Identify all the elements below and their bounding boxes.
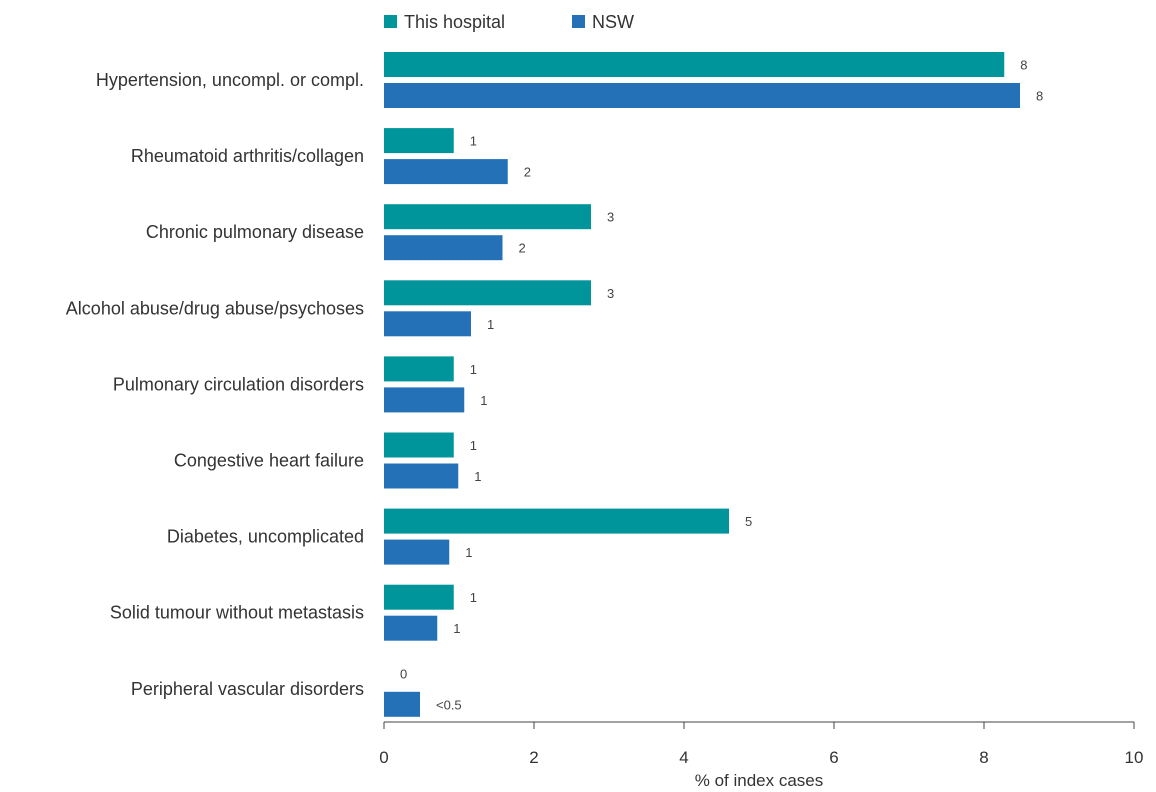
x-axis: 0 2 4 6 8 10 bbox=[379, 721, 1144, 767]
data-label: 1 bbox=[470, 438, 477, 453]
bar bbox=[384, 311, 471, 337]
bar bbox=[384, 159, 508, 185]
data-label: 1 bbox=[480, 393, 487, 408]
bar bbox=[384, 615, 438, 641]
data-label: 1 bbox=[453, 621, 460, 636]
bar bbox=[384, 691, 420, 717]
category-label: Alcohol abuse/drug abuse/psychoses bbox=[66, 298, 364, 318]
data-label: 3 bbox=[607, 210, 614, 225]
data-label: 1 bbox=[470, 590, 477, 605]
x-tick-label: 0 bbox=[379, 748, 388, 767]
bar bbox=[384, 128, 454, 154]
data-label: 1 bbox=[474, 469, 481, 484]
data-label: 2 bbox=[524, 165, 531, 180]
x-tick-label: 6 bbox=[829, 748, 838, 767]
bar bbox=[384, 356, 454, 382]
category-label: Peripheral vascular disorders bbox=[131, 679, 364, 699]
bar bbox=[384, 463, 459, 489]
data-label: 8 bbox=[1020, 58, 1027, 73]
legend: This hospital NSW bbox=[384, 12, 634, 32]
category-label: Diabetes, uncomplicated bbox=[167, 527, 364, 547]
bar bbox=[384, 280, 591, 306]
data-label: 3 bbox=[607, 286, 614, 301]
category-label: Rheumatoid arthritis/collagen bbox=[131, 146, 364, 166]
x-tick-label: 10 bbox=[1125, 748, 1144, 767]
bar bbox=[384, 432, 454, 458]
data-label: 2 bbox=[519, 241, 526, 256]
bar bbox=[384, 387, 465, 413]
bar bbox=[384, 204, 591, 230]
data-label: 5 bbox=[745, 514, 752, 529]
data-label: <0.5 bbox=[436, 697, 462, 712]
legend-label: NSW bbox=[592, 12, 634, 32]
category-label: Hypertension, uncompl. or compl. bbox=[96, 70, 364, 90]
x-tick-label: 8 bbox=[979, 748, 988, 767]
bar bbox=[384, 235, 503, 261]
legend-swatch bbox=[384, 15, 397, 28]
category-label: Solid tumour without metastasis bbox=[110, 603, 364, 623]
bar bbox=[384, 83, 1020, 108]
category-label: Congestive heart failure bbox=[174, 451, 364, 471]
x-axis-title: % of index cases bbox=[695, 771, 824, 790]
bar bbox=[384, 584, 454, 610]
bar bbox=[384, 539, 450, 565]
data-label: 1 bbox=[465, 545, 472, 560]
category-label: Pulmonary circulation disorders bbox=[113, 374, 364, 394]
data-label: 8 bbox=[1036, 89, 1043, 104]
x-tick-label: 4 bbox=[679, 748, 688, 767]
category-label: Chronic pulmonary disease bbox=[146, 222, 364, 242]
bars: 8 8 1 2 3 2 3 1 1 1 1 1 5 1 1 1 0 <0.5 bbox=[384, 52, 1043, 717]
bar bbox=[384, 508, 729, 534]
data-label: 1 bbox=[470, 362, 477, 377]
data-label: 1 bbox=[470, 134, 477, 149]
legend-swatch bbox=[572, 15, 585, 28]
bar bbox=[384, 52, 1005, 77]
category-labels: Hypertension, uncompl. or compl. Rheumato… bbox=[66, 70, 364, 699]
legend-label: This hospital bbox=[404, 12, 505, 32]
data-label: 1 bbox=[487, 317, 494, 332]
data-label: 0 bbox=[400, 666, 407, 681]
x-tick-label: 2 bbox=[529, 748, 538, 767]
